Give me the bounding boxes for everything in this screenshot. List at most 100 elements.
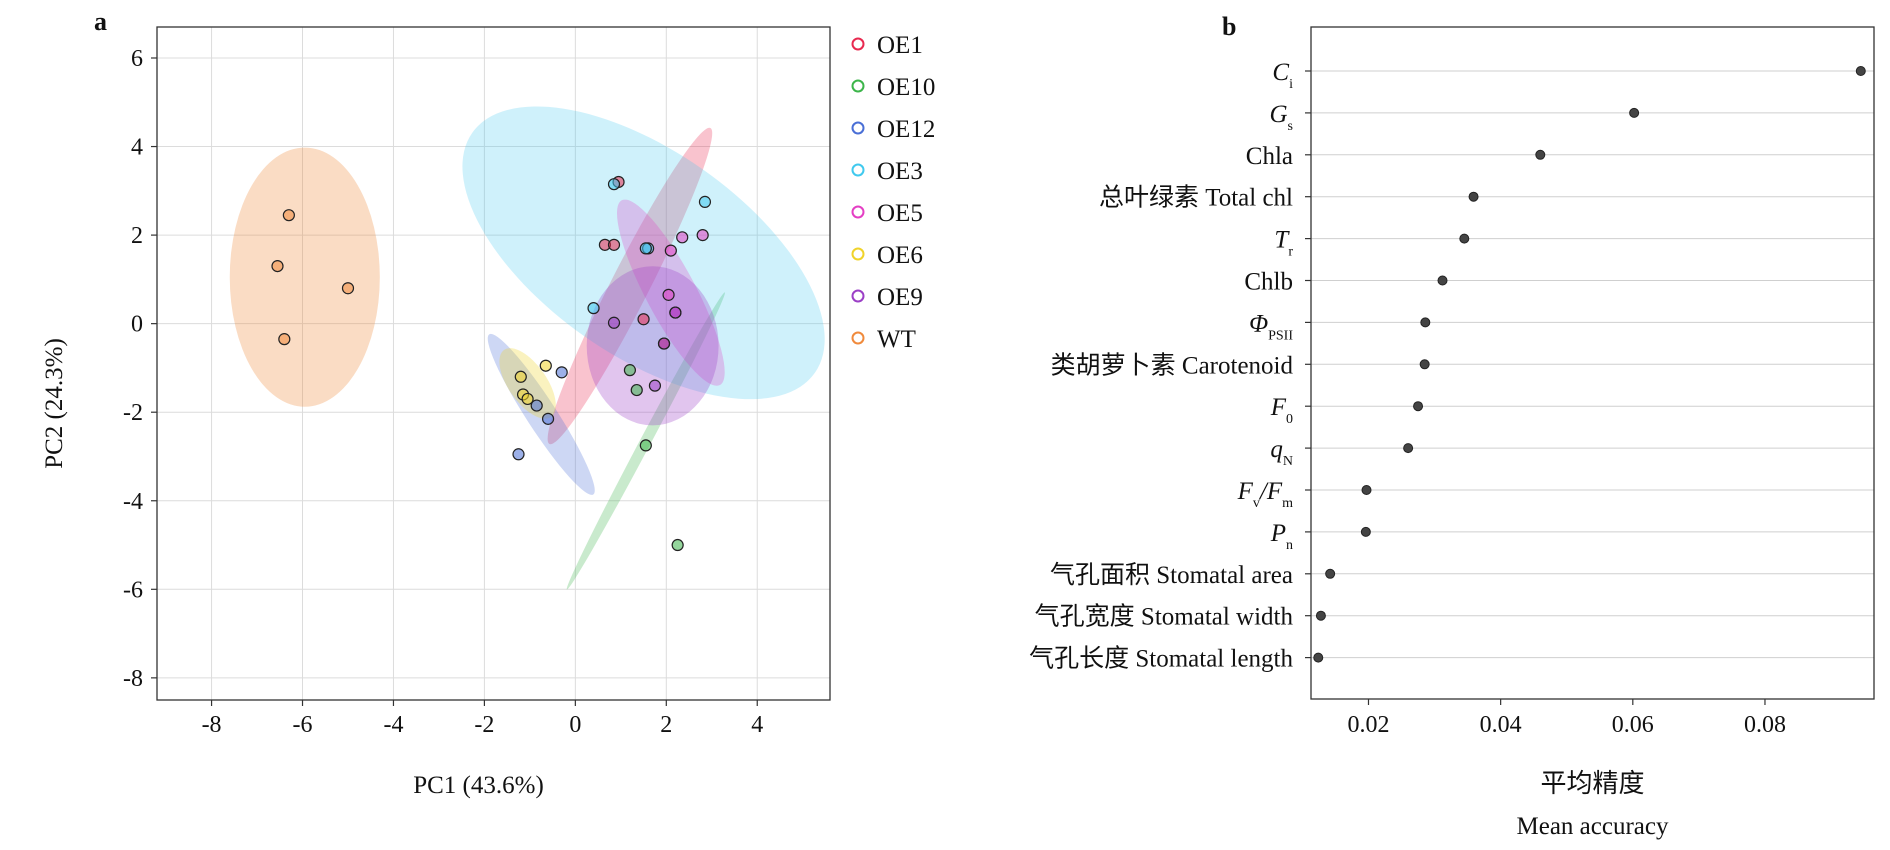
variable-subscript: i	[1289, 77, 1293, 92]
variable-symbol: T	[1274, 227, 1290, 254]
x-tick-label: -6	[293, 712, 313, 738]
variable-label: F0	[1270, 394, 1293, 427]
y-tick-label: -4	[123, 489, 143, 515]
point-oe9	[648, 379, 662, 392]
pca-legend: OE1 OE10 OE12 OE3 OE5 OE6 OE9 WT	[851, 32, 935, 353]
point-oe6	[521, 392, 534, 406]
variable-label: 类胡萝卜素 Carotenoid	[1051, 351, 1294, 379]
accuracy-point	[1437, 275, 1448, 286]
accuracy-point	[1419, 359, 1430, 370]
variable-label: Gs	[1269, 101, 1293, 134]
legend-label-oe12: OE12	[877, 116, 935, 143]
point-oe12	[555, 366, 568, 379]
point-oe12	[541, 412, 555, 425]
y-axis-title: PC2 (24.3%)	[41, 338, 68, 469]
variable-subscript: s	[1288, 119, 1293, 134]
point-oe12	[530, 399, 543, 412]
x-tick-label-b: 0.08	[1744, 712, 1786, 738]
accuracy-point	[1361, 485, 1372, 495]
variable-subscript: v	[1253, 496, 1260, 511]
legend-marker-oe1	[851, 37, 865, 51]
x-tick-label: 0	[569, 712, 581, 738]
variable-label: 气孔宽度 Stomatal width	[1035, 603, 1294, 631]
accuracy-point	[1325, 568, 1336, 579]
point-oe10	[630, 383, 643, 397]
accuracy-point	[1315, 610, 1326, 621]
y-tick-label: 4	[131, 135, 143, 161]
legend-label-oe6: OE6	[877, 242, 923, 269]
accuracy-point	[1403, 443, 1414, 454]
legend-marker-oe10	[851, 79, 865, 93]
x-axis-title: PC1 (43.6%)	[413, 772, 544, 799]
pca-scatter-plot: -8 -6 -4 -2 0 2 4 -8 -6 -4 -2 0 2 4 6 PC1 (43.6%) PC2 (2…	[41, 26, 831, 799]
legend-label-oe10: OE10	[877, 74, 935, 101]
point-oe5	[664, 244, 677, 257]
ellipse-wt	[229, 147, 380, 407]
variable-label: Pn	[1270, 520, 1293, 553]
variable-label: ΦPSII	[1249, 310, 1293, 343]
point-wt	[271, 259, 284, 273]
y-tick-label: 6	[131, 46, 143, 72]
x-tick-label: -8	[202, 712, 222, 738]
variable-label: Tr	[1274, 227, 1293, 260]
x-tick-label: -2	[474, 712, 494, 738]
panel-b-letter: b	[1222, 12, 1236, 41]
point-oe3	[607, 178, 621, 191]
variable-symbol: q	[1270, 436, 1283, 463]
variable-symbol: F	[1237, 478, 1254, 505]
legend-marker-oe9	[851, 289, 865, 303]
variable-label: Ci	[1272, 59, 1293, 92]
legend-label-oe1: OE1	[877, 32, 923, 59]
variable-label: 总叶绿素 Total chl	[1099, 184, 1293, 212]
point-oe6	[539, 359, 552, 372]
x-axis-title-en: Mean accuracy	[1517, 813, 1669, 840]
point-oe9	[669, 306, 682, 319]
variable-symbol: P	[1270, 520, 1286, 547]
variable-subscript: r	[1288, 245, 1293, 260]
point-oe6	[514, 370, 527, 383]
y-tick-label: 0	[131, 312, 143, 338]
legend-label-oe9: OE9	[877, 284, 923, 311]
accuracy-point	[1855, 66, 1866, 76]
variable-subscript: PSII	[1268, 328, 1293, 343]
y-tick-label: -2	[123, 400, 143, 426]
point-oe9	[657, 337, 671, 350]
y-tick-label: -6	[123, 577, 143, 603]
variable-subscript: n	[1286, 538, 1293, 553]
legend-label-oe3: OE3	[877, 158, 923, 185]
x-tick-label: 2	[660, 712, 672, 738]
legend-marker-wt	[851, 331, 865, 345]
variable-subscript: 0	[1286, 412, 1293, 427]
legend-label-oe5: OE5	[877, 200, 923, 227]
variable-symbol: Φ	[1249, 310, 1268, 337]
x-tick-label: 4	[751, 712, 763, 738]
x-tick-label-b: 0.06	[1612, 712, 1654, 738]
variable-label: Chla	[1246, 143, 1293, 170]
point-oe9	[607, 316, 621, 329]
y-tick-label: 2	[131, 223, 143, 249]
x-tick-label: -4	[383, 712, 403, 738]
accuracy-point	[1360, 526, 1371, 537]
point-oe5	[696, 228, 709, 242]
ellipse-oe6	[499, 348, 556, 419]
ellipse-oe12	[487, 333, 595, 495]
ellipse-oe9	[586, 266, 719, 426]
variable-subscript: N	[1283, 454, 1293, 469]
accuracy-point	[1313, 652, 1324, 663]
ellipse-oe1	[547, 127, 713, 445]
plot-frame	[156, 26, 831, 701]
point-oe5	[676, 231, 689, 244]
point-oe1	[607, 238, 621, 251]
point-oe1	[637, 313, 650, 326]
variable-symbol: C	[1272, 59, 1289, 86]
x-axis-title-cn: 平均精度	[1540, 769, 1644, 799]
point-oe5	[662, 288, 675, 301]
point-oe3	[698, 195, 712, 208]
point-oe3	[639, 242, 652, 255]
variable-subscript: m	[1282, 496, 1293, 511]
variable-label: Chlb	[1244, 269, 1293, 296]
panel-a-letter: a	[94, 7, 107, 36]
point-wt	[278, 333, 291, 346]
